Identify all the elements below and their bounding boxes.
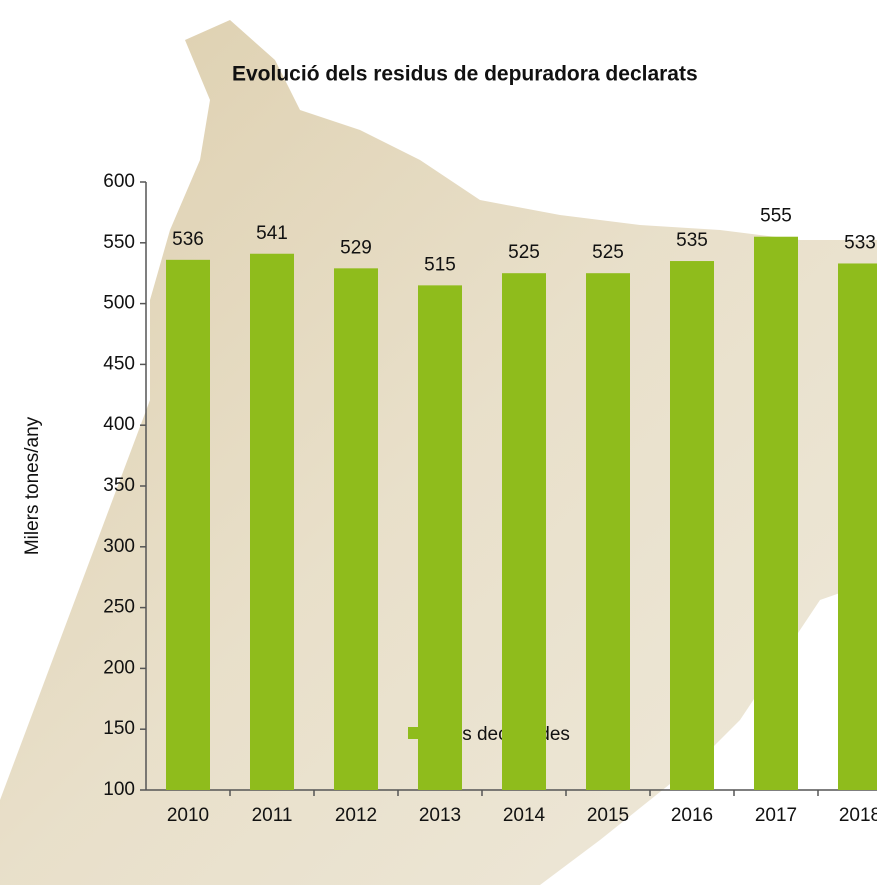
x-tick-label: 2018 [839,805,877,826]
y-tick-label: 500 [103,293,135,314]
chart: Evolució dels residus de depuradora decl… [0,0,877,885]
y-tick-label: 450 [103,353,135,374]
page: {"chart_data": {"type": "bar", "title": … [0,0,877,885]
value-label: 536 [172,229,204,250]
value-label: 535 [676,230,708,251]
y-tick-label: 150 [103,718,135,739]
bar [418,285,462,790]
x-tick-label: 2014 [503,805,546,826]
y-tick-label: 400 [103,414,135,435]
value-label: 555 [760,206,792,227]
y-tick-label: 300 [103,536,135,557]
bar [334,268,378,790]
y-tick-label: 100 [103,779,135,800]
bar [754,237,798,790]
value-label: 525 [508,242,540,263]
x-tick-label: 2011 [252,805,293,826]
y-tick-label: 550 [103,232,135,253]
chart-title: Evolució dels residus de depuradora decl… [232,63,698,86]
bar [502,273,546,790]
x-tick-label: 2010 [167,805,209,826]
x-tick-label: 2015 [587,805,629,826]
y-axis-label: Milers tones/any [22,416,43,555]
bar [250,254,294,790]
x-tick-label: 2016 [671,805,713,826]
value-label: 515 [424,254,456,275]
bar [670,261,714,790]
y-tick-label: 600 [103,171,135,192]
value-label: 529 [340,237,372,258]
bar [838,263,877,790]
y-tick-label: 350 [103,475,135,496]
x-tick-label: 2012 [335,805,377,826]
value-label: 541 [256,223,288,244]
bar [586,273,630,790]
x-tick-label: 2013 [419,805,461,826]
value-label: 533 [844,232,876,253]
y-tick-label: 250 [103,597,135,618]
x-tick-label: 2017 [755,805,797,826]
y-tick-label: 200 [103,657,135,678]
bar [166,260,210,790]
value-label: 525 [592,242,624,263]
